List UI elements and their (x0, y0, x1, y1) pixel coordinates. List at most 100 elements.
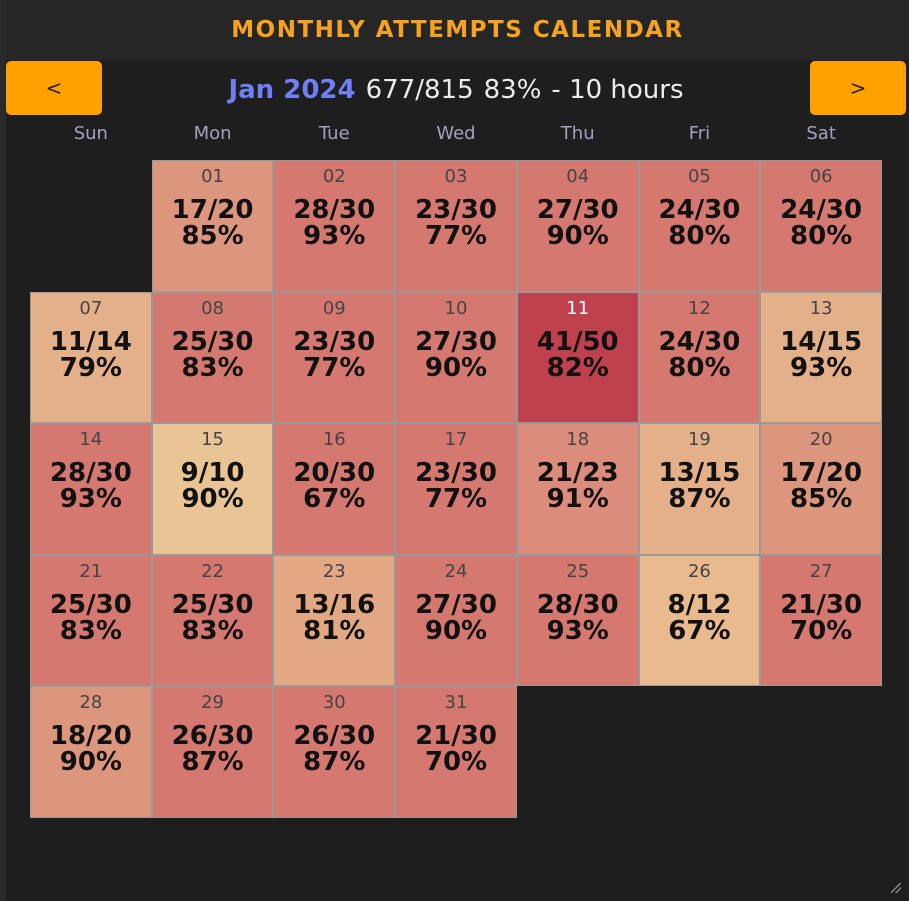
day-success-percent: 90% (424, 352, 488, 383)
day-success-percent: 87% (668, 484, 731, 515)
day-attempt-ratio: 25/30 (171, 589, 254, 620)
day-success-percent: 87% (181, 747, 244, 778)
day-success-percent: 70% (790, 615, 853, 646)
day-attempt-ratio: 27/30 (415, 589, 497, 620)
calendar-day-cell[interactable]: 24 27/30 90% (395, 554, 517, 687)
calendar-day-cell[interactable]: 31 21/30 70% (395, 686, 517, 818)
day-success-percent: 85% (790, 484, 853, 515)
calendar-day-cell[interactable]: 25 28/30 93% (516, 554, 639, 687)
day-attempt-ratio: 17/20 (780, 458, 863, 489)
day-attempt-ratio: 21/30 (415, 721, 497, 752)
calendar-day-cell[interactable]: 14 28/30 93% (30, 423, 152, 555)
weekday-label: Sun (73, 123, 108, 144)
day-attempt-ratio: 24/30 (658, 195, 741, 225)
calendar-day-cell[interactable]: 08 25/30 83% (151, 291, 274, 424)
day-success-percent: 83% (181, 615, 244, 646)
calendar-day-cell[interactable]: 12 24/30 80% (638, 291, 761, 424)
day-success-percent: 80% (668, 221, 731, 251)
calendar-day-cell[interactable]: 20 17/20 85% (760, 423, 882, 555)
summary-percent: 83% (483, 75, 542, 105)
day-success-percent: 90% (546, 221, 609, 251)
calendar-day-cell[interactable]: 15 9/10 90% (151, 423, 274, 555)
day-number: 24 (444, 560, 468, 582)
summary-ratio: 677/815 (365, 75, 474, 105)
day-success-percent: 90% (424, 615, 488, 646)
month-label: Jan 2024 (228, 75, 356, 105)
calendar-grid: 01 17/20 85% 02 28/30 93% 03 23/30 77% 04 27/30 90%… (30, 160, 882, 818)
calendar-day-cell[interactable]: 11 41/50 82% (516, 291, 639, 424)
previous-month-button[interactable]: < (6, 61, 102, 115)
calendar-day-cell[interactable]: 26 8/12 67% (638, 554, 761, 687)
resize-grip-icon[interactable] (891, 883, 901, 893)
day-number: 15 (201, 429, 225, 451)
day-attempt-ratio: 23/30 (293, 326, 376, 357)
day-success-percent: 93% (303, 221, 366, 251)
day-success-percent: 67% (303, 484, 366, 515)
day-number: 08 (201, 297, 225, 319)
day-number: 17 (444, 429, 468, 451)
day-number: 29 (201, 692, 225, 714)
day-number: 06 (809, 166, 833, 187)
day-number: 27 (809, 560, 833, 582)
month-summary: 677/815 83% - 10 hours (366, 75, 684, 105)
day-attempt-ratio: 23/30 (415, 195, 497, 225)
calendar-day-cell[interactable]: 27 21/30 70% (760, 554, 882, 687)
day-success-percent: 93% (790, 352, 853, 383)
calendar-day-cell[interactable]: 13 14/15 93% (760, 291, 882, 424)
day-success-percent: 70% (424, 747, 488, 778)
day-number: 13 (809, 297, 833, 319)
day-success-percent: 91% (546, 484, 609, 515)
day-number: 25 (566, 560, 590, 582)
calendar-day-cell[interactable]: 18 21/23 91% (516, 423, 639, 555)
day-number: 07 (79, 297, 103, 319)
calendar-day-cell[interactable]: 22 25/30 83% (151, 554, 274, 687)
calendar-day-cell[interactable]: 02 28/30 93% (273, 160, 396, 292)
day-number: 19 (687, 429, 711, 451)
day-attempt-ratio: 25/30 (171, 326, 254, 357)
weekday-label: Sat (806, 123, 836, 144)
calendar-day-cell[interactable]: 21 25/30 83% (30, 554, 152, 687)
day-number: 14 (79, 429, 103, 451)
weekday-label: Tue (318, 123, 350, 144)
day-number: 04 (566, 166, 590, 187)
calendar-day-cell[interactable]: 29 26/30 87% (151, 686, 274, 818)
calendar-day-cell[interactable]: 17 23/30 77% (395, 423, 517, 555)
day-attempt-ratio: 8/12 (667, 589, 732, 620)
day-success-percent: 93% (59, 484, 122, 515)
next-month-button[interactable]: > (810, 61, 906, 115)
weekday-label: Fri (688, 123, 711, 144)
day-attempt-ratio: 26/30 (293, 721, 376, 752)
calendar-day-cell[interactable]: 19 13/15 87% (638, 423, 761, 555)
day-number: 09 (322, 297, 346, 319)
calendar-day-cell[interactable]: 05 24/30 80% (638, 160, 761, 292)
day-number: 30 (322, 692, 346, 714)
day-attempt-ratio: 20/30 (293, 458, 376, 489)
day-number: 20 (809, 429, 833, 451)
calendar-day-cell[interactable]: 03 23/30 77% (395, 160, 517, 292)
day-success-percent: 81% (303, 615, 366, 646)
day-number: 28 (79, 692, 103, 714)
day-success-percent: 67% (668, 615, 731, 646)
day-success-percent: 90% (181, 484, 244, 515)
calendar-day-cell[interactable]: 04 27/30 90% (516, 160, 639, 292)
day-number: 31 (444, 692, 468, 714)
calendar-day-cell[interactable]: 28 18/20 90% (30, 686, 152, 818)
day-attempt-ratio: 13/16 (293, 589, 376, 620)
calendar-day-cell[interactable]: 09 23/30 77% (273, 291, 396, 424)
calendar-day-cell[interactable]: 10 27/30 90% (395, 291, 517, 424)
calendar-day-cell[interactable]: 30 26/30 87% (273, 686, 396, 818)
weekday-label: Wed (436, 123, 476, 144)
calendar-day-cell[interactable]: 07 11/14 79% (30, 291, 152, 424)
day-success-percent: 77% (424, 221, 488, 251)
weekday-label: Thu (560, 123, 595, 144)
calendar-title: MONTHLY ATTEMPTS CALENDAR (231, 17, 684, 43)
day-number: 05 (687, 166, 711, 187)
calendar-day-cell[interactable]: 16 20/30 67% (273, 423, 396, 555)
day-number: 26 (687, 560, 711, 582)
calendar-day-cell[interactable]: 06 24/30 80% (760, 160, 882, 292)
day-attempt-ratio: 28/30 (536, 589, 619, 620)
day-success-percent: 87% (303, 747, 366, 778)
calendar-day-cell[interactable]: 23 13/16 81% (273, 554, 396, 687)
calendar-day-cell[interactable]: 01 17/20 85% (151, 160, 274, 292)
day-attempt-ratio: 28/30 (49, 458, 132, 489)
